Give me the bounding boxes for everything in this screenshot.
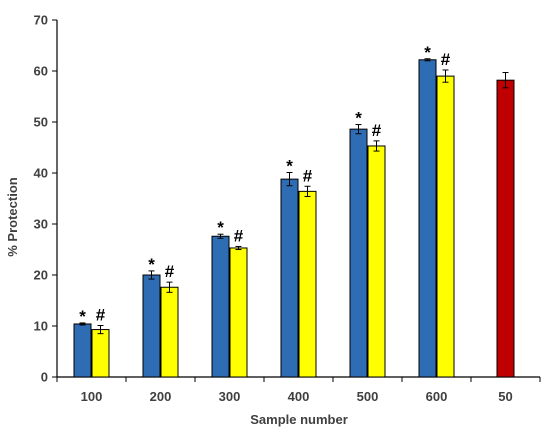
x-tick-label: 400 — [288, 389, 310, 404]
significance-mark: # — [234, 226, 244, 245]
bar — [367, 145, 386, 378]
y-tick-label: 0 — [41, 370, 48, 385]
significance-mark: # — [303, 166, 313, 185]
y-tick-label: 30 — [34, 217, 48, 232]
bar — [280, 178, 299, 378]
significance-mark: * — [148, 255, 155, 274]
significance-mark: * — [355, 109, 362, 128]
significance-mark: # — [96, 305, 106, 324]
y-tick-label: 60 — [34, 64, 48, 79]
significance-mark: * — [286, 156, 293, 175]
x-tick-label: 600 — [426, 389, 448, 404]
significance-mark: # — [165, 262, 175, 281]
plot-area: 0 10 20 30 40 50 60 70 100 200 300 400 500 600 50 * # * # *… — [34, 13, 541, 404]
bar — [496, 79, 515, 378]
y-tick-label: 10 — [34, 319, 48, 334]
y-tick-label: 70 — [34, 13, 48, 28]
significance-mark: * — [424, 43, 431, 62]
x-tick-label: 500 — [357, 389, 379, 404]
y-tick-label: 20 — [34, 268, 48, 283]
x-tick-label: 50 — [498, 389, 512, 404]
x-tick-label: 300 — [219, 389, 241, 404]
bar — [91, 329, 110, 378]
y-tick-label: 40 — [34, 166, 48, 181]
x-axis-title: Sample number — [250, 412, 348, 427]
significance-mark: * — [79, 307, 86, 326]
y-axis-title: % Protection — [5, 177, 20, 257]
bar — [73, 323, 92, 378]
bar — [142, 274, 161, 378]
bar — [418, 59, 437, 378]
bar — [229, 247, 248, 378]
bar — [349, 128, 368, 378]
bar — [298, 190, 317, 378]
y-tick-label: 50 — [34, 115, 48, 130]
x-tick-label: 100 — [81, 389, 103, 404]
significance-mark: # — [372, 121, 382, 140]
bar — [211, 235, 230, 378]
significance-mark: * — [217, 218, 224, 237]
bar — [160, 286, 179, 378]
significance-mark: # — [441, 50, 451, 69]
x-tick-label: 200 — [150, 389, 172, 404]
bar — [436, 75, 455, 378]
